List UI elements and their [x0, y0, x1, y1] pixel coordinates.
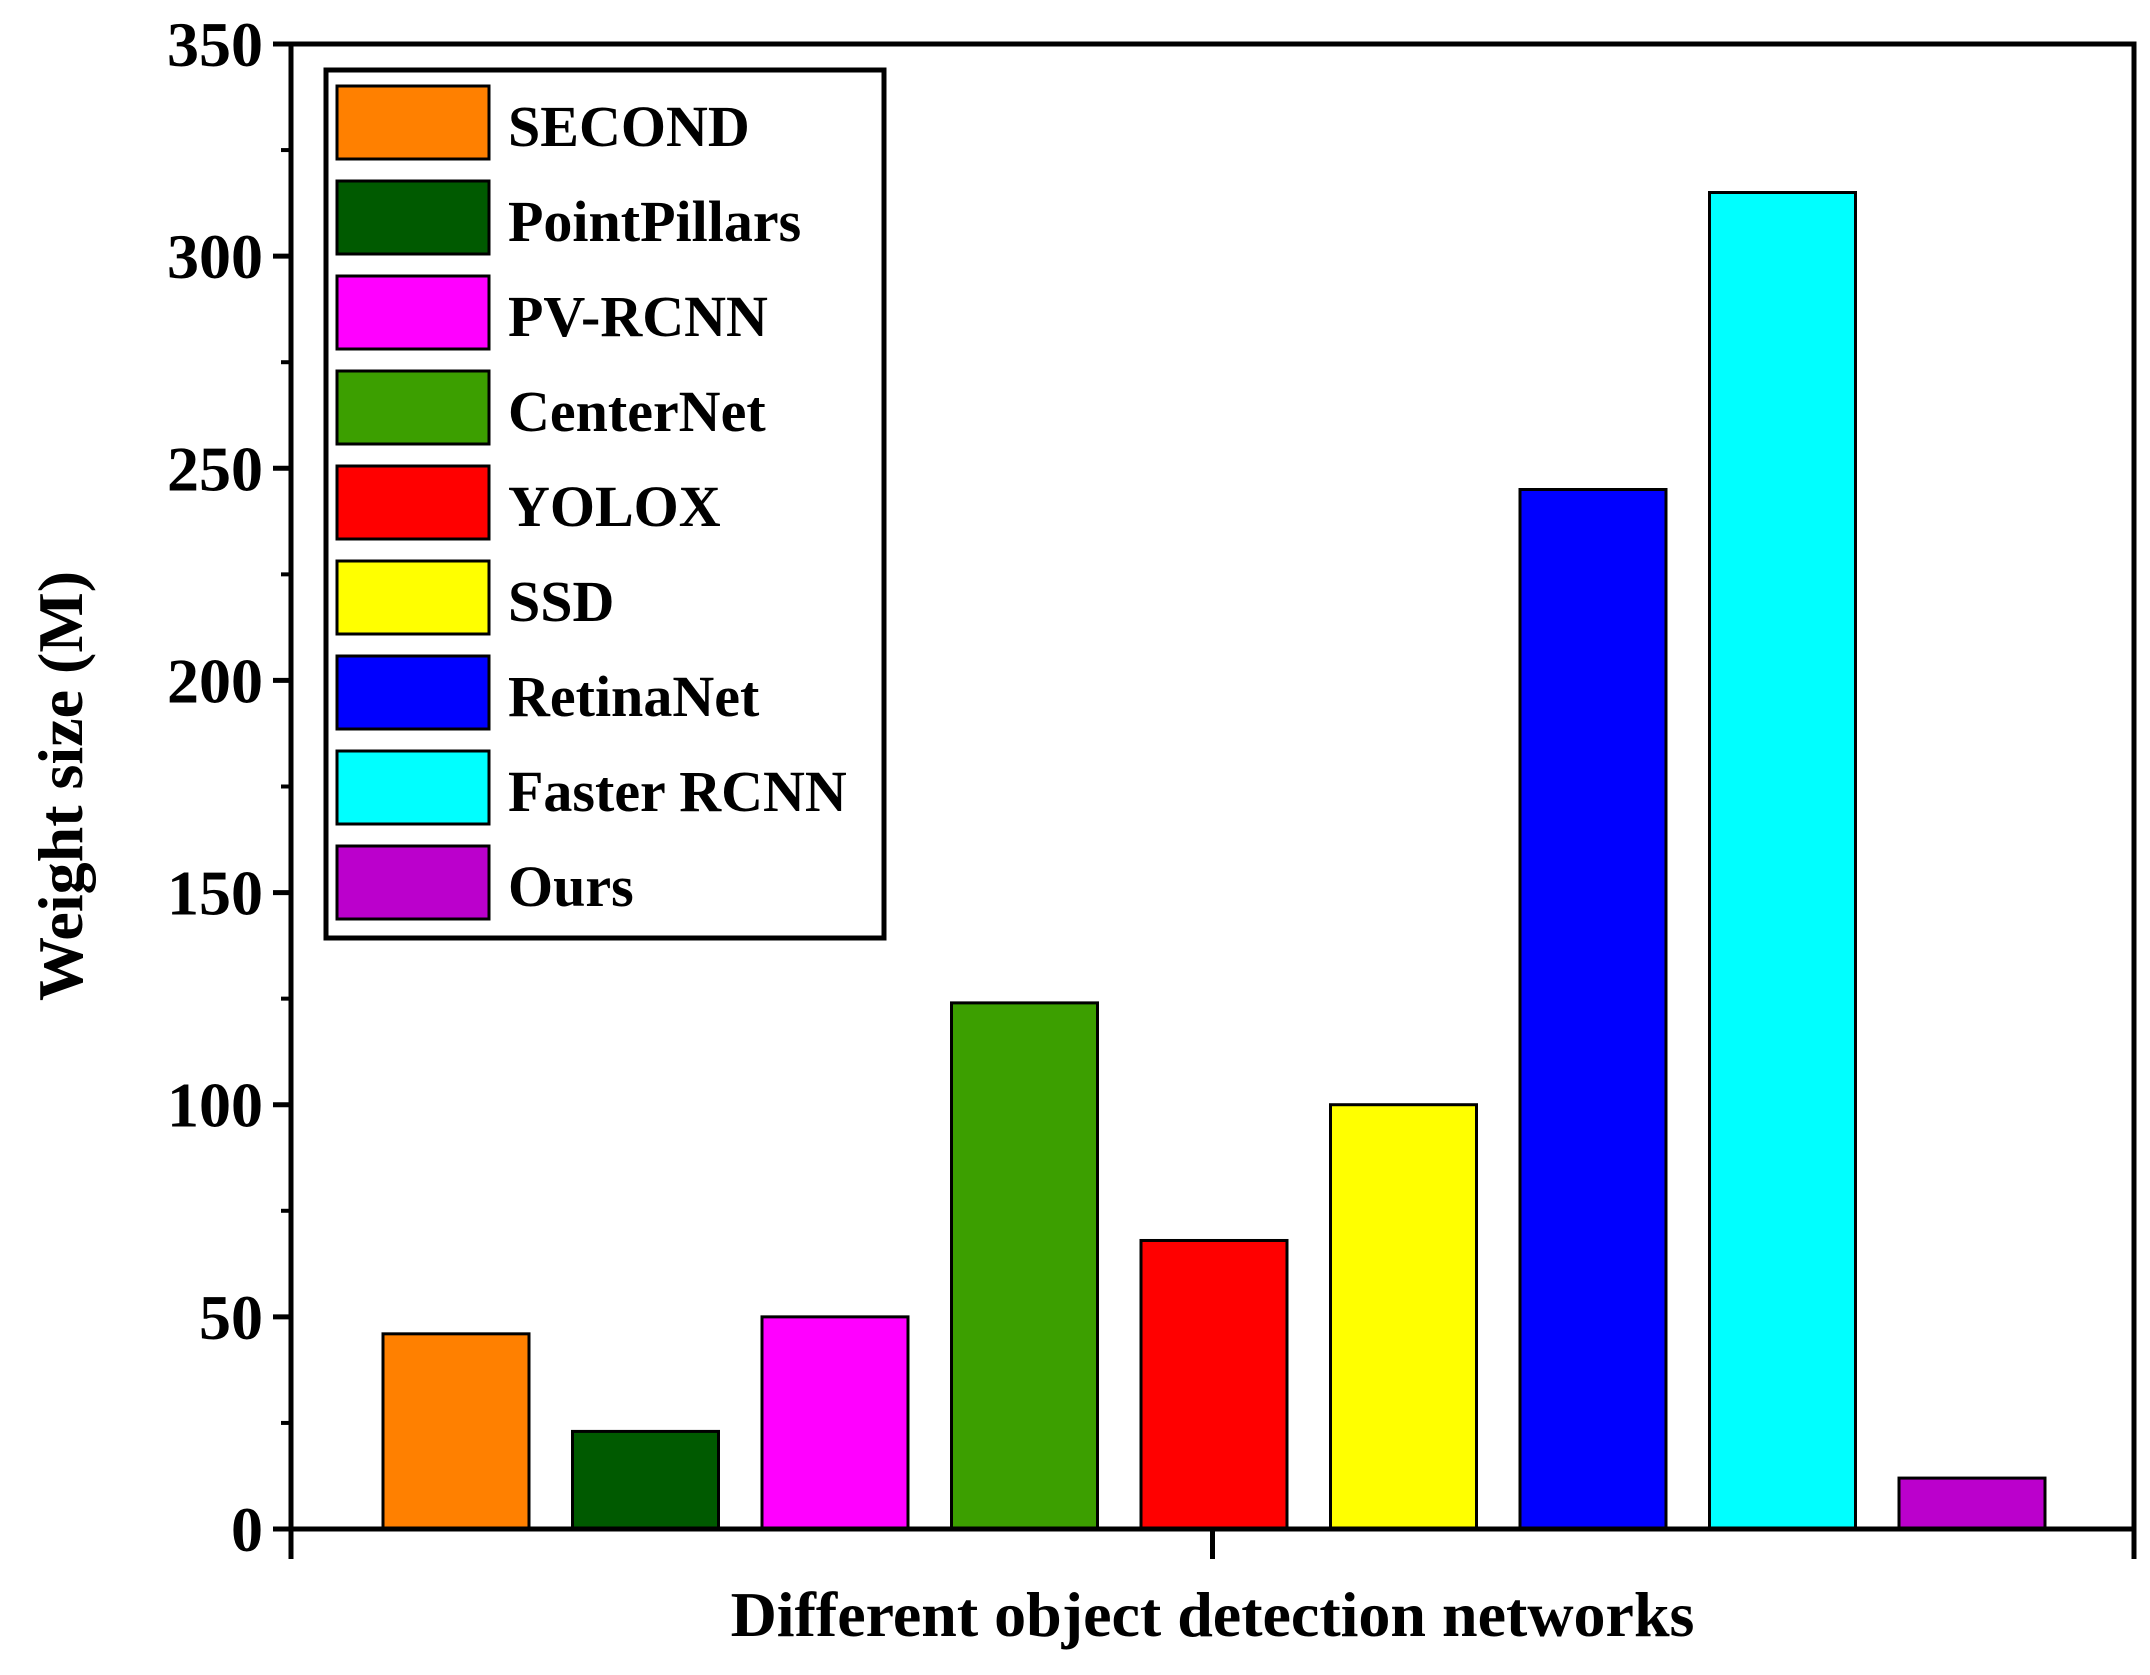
axis-layer: 0 50 100 150 200 250 300 350	[167, 9, 2137, 1565]
x-axis-label: Different object detection networks	[731, 1579, 1695, 1650]
y-tick-label: 50	[199, 1282, 263, 1353]
legend-swatch	[335, 464, 491, 541]
legend-swatch	[335, 844, 491, 921]
legend-swatch	[335, 654, 491, 731]
legend-label: PV-RCNN	[508, 284, 768, 349]
y-tick-label: 150	[167, 858, 263, 929]
y-tick-label: 100	[167, 1070, 263, 1141]
legend-label: CenterNet	[508, 379, 766, 444]
bar-yolox	[1139, 1238, 1289, 1531]
legend: SECOND PointPillars PV-RCNN CenterNet YOLOX S…	[323, 67, 887, 941]
bar-centernet	[950, 1001, 1099, 1531]
y-axis-label: Weight size (M)	[25, 571, 96, 1001]
legend-swatch	[335, 179, 491, 256]
legend-swatch	[335, 749, 491, 826]
y-tick-label: 0	[231, 1494, 263, 1565]
y-tick-label: 350	[167, 9, 263, 80]
legend-label: YOLOX	[508, 474, 721, 539]
legend-swatch	[335, 369, 491, 446]
bar-pointpillars	[571, 1429, 720, 1531]
bar-second	[381, 1332, 531, 1531]
legend-label: SSD	[508, 569, 614, 634]
y-tick-label: 300	[167, 221, 263, 292]
bar-retinanet	[1518, 488, 1668, 1531]
legend-swatch	[335, 559, 491, 636]
legend-label: RetinaNet	[508, 664, 760, 729]
y-tick-label: 250	[167, 433, 263, 504]
bar-ssd	[1329, 1103, 1478, 1531]
legend-swatch	[335, 274, 491, 351]
bar-pv-rcnn	[760, 1315, 910, 1531]
bar-faster-rcnn	[1708, 191, 1857, 1531]
bars-layer	[381, 191, 2047, 1531]
legend-swatch	[335, 84, 491, 161]
legend-label: SECOND	[508, 94, 750, 159]
legend-label: Faster RCNN	[508, 759, 847, 824]
legend-label: Ours	[508, 854, 634, 919]
y-tick-label: 200	[167, 645, 263, 716]
legend-label: PointPillars	[508, 189, 801, 254]
bar-ours	[1897, 1476, 2047, 1531]
